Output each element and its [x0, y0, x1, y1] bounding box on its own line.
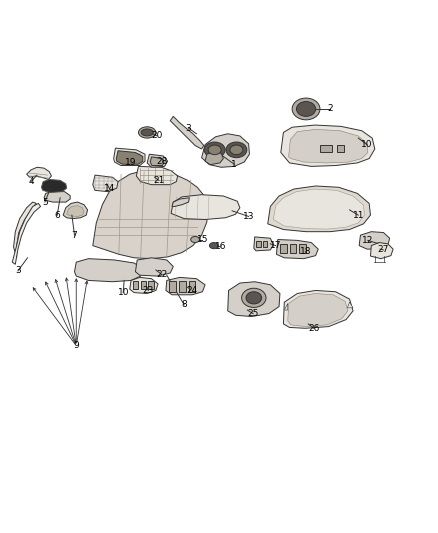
Bar [280, 244, 287, 254]
Ellipse shape [226, 142, 247, 158]
Bar [179, 281, 186, 292]
Polygon shape [116, 151, 143, 164]
Polygon shape [63, 202, 88, 219]
Ellipse shape [297, 102, 316, 116]
Text: 10: 10 [361, 140, 373, 149]
Text: 10: 10 [117, 288, 129, 297]
Polygon shape [166, 277, 205, 295]
Bar [256, 241, 261, 247]
Text: 3: 3 [186, 124, 191, 133]
Text: 25: 25 [247, 309, 258, 318]
Text: 27: 27 [378, 246, 389, 254]
Polygon shape [27, 167, 51, 180]
Polygon shape [201, 134, 250, 167]
Polygon shape [42, 180, 67, 192]
Polygon shape [254, 237, 273, 251]
Text: 28: 28 [157, 157, 168, 166]
Text: 16: 16 [215, 243, 226, 252]
Text: 5: 5 [42, 198, 48, 207]
Polygon shape [172, 198, 189, 206]
Polygon shape [371, 243, 393, 259]
Polygon shape [14, 202, 36, 258]
Text: 6: 6 [54, 211, 60, 220]
Text: 4: 4 [28, 177, 34, 186]
Text: 13: 13 [243, 212, 254, 221]
Bar [188, 281, 195, 292]
Polygon shape [359, 232, 390, 249]
Text: 22: 22 [156, 270, 167, 279]
Polygon shape [44, 191, 70, 202]
Ellipse shape [191, 237, 199, 243]
Text: 3: 3 [15, 266, 21, 276]
Ellipse shape [246, 292, 261, 304]
Polygon shape [170, 116, 204, 149]
Bar [141, 281, 146, 289]
Polygon shape [135, 258, 173, 276]
Ellipse shape [242, 288, 266, 308]
Ellipse shape [292, 98, 320, 120]
Text: 1: 1 [231, 160, 237, 169]
Text: 2: 2 [327, 104, 333, 114]
Polygon shape [289, 130, 368, 163]
Bar [299, 244, 306, 254]
Text: 12: 12 [362, 236, 374, 245]
Polygon shape [67, 206, 84, 216]
Text: 19: 19 [125, 158, 137, 167]
Polygon shape [281, 125, 375, 166]
Polygon shape [150, 157, 164, 166]
Polygon shape [12, 204, 41, 264]
Bar [148, 281, 154, 289]
Text: 17: 17 [270, 241, 281, 250]
Polygon shape [205, 151, 223, 165]
Polygon shape [268, 186, 371, 232]
Bar [170, 281, 177, 292]
Bar [320, 144, 332, 152]
Text: 23: 23 [143, 286, 154, 295]
Bar [263, 241, 267, 247]
Polygon shape [288, 294, 348, 327]
Ellipse shape [208, 145, 221, 155]
Ellipse shape [141, 129, 153, 136]
Text: 11: 11 [353, 211, 364, 220]
Polygon shape [136, 166, 178, 184]
Text: 14: 14 [104, 184, 115, 192]
Text: 8: 8 [181, 300, 187, 309]
Polygon shape [130, 277, 158, 294]
Ellipse shape [138, 127, 156, 138]
Text: 20: 20 [152, 132, 163, 140]
Polygon shape [93, 175, 118, 192]
Polygon shape [228, 282, 280, 317]
Text: 7: 7 [72, 231, 78, 240]
Polygon shape [114, 148, 145, 166]
Text: 18: 18 [300, 247, 312, 256]
Polygon shape [93, 171, 208, 259]
Polygon shape [283, 290, 353, 328]
Polygon shape [74, 259, 143, 282]
Bar [290, 244, 297, 254]
Ellipse shape [204, 142, 225, 158]
Text: 15: 15 [197, 235, 208, 244]
Text: 24: 24 [187, 286, 198, 295]
Ellipse shape [209, 243, 218, 249]
Polygon shape [171, 195, 240, 220]
Polygon shape [347, 302, 353, 308]
Polygon shape [284, 303, 288, 310]
Polygon shape [147, 154, 168, 167]
Polygon shape [273, 189, 364, 229]
Text: 21: 21 [153, 176, 165, 185]
Ellipse shape [230, 145, 243, 155]
Bar [133, 281, 138, 289]
Polygon shape [276, 239, 318, 259]
Text: 26: 26 [308, 324, 320, 333]
Text: 9: 9 [74, 341, 79, 350]
Bar [336, 144, 344, 152]
